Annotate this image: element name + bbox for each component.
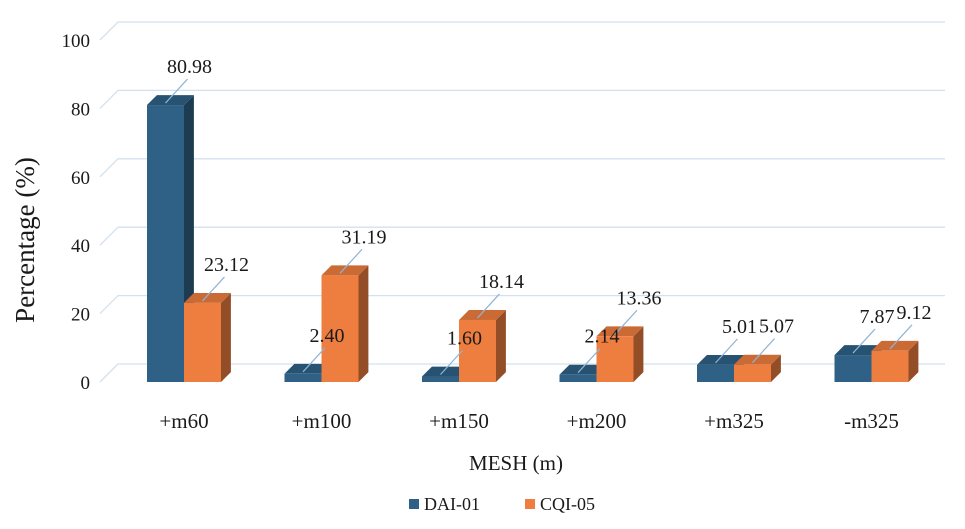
bar-top [734, 354, 781, 365]
y-tick-label: 100 [62, 31, 91, 52]
bar-side [221, 293, 231, 382]
data-label: 80.98 [167, 56, 212, 78]
bar-front [321, 275, 359, 382]
label-leader-line [852, 328, 876, 354]
bar-top [459, 310, 506, 320]
data-label: 2.40 [310, 325, 345, 347]
legend-swatch-cqi-05 [525, 499, 535, 509]
y-tick-label: 80 [71, 99, 90, 120]
data-label: 7.87 [860, 306, 895, 328]
label-leader-line [614, 309, 638, 335]
legend-label-cqi-05: CQI-05 [540, 494, 595, 514]
bar-side [633, 326, 644, 382]
bar-cqi-05-m200 [596, 326, 644, 382]
x-category-label: -m325 [844, 409, 899, 433]
data-label: 9.12 [897, 302, 932, 324]
y-tick-label: 20 [71, 305, 90, 326]
gridline [99, 21, 945, 41]
bar-front [184, 302, 221, 382]
bar-front [596, 336, 634, 382]
label-leader-line [477, 293, 500, 319]
gridlines [99, 21, 945, 383]
bar-side [771, 354, 781, 382]
bar-top [697, 354, 744, 365]
bar-top [284, 363, 332, 374]
data-label: 2.14 [585, 326, 620, 348]
y-tick-label: 60 [71, 168, 90, 189]
label-leader-line [752, 338, 775, 364]
bar-front [559, 374, 597, 382]
bar-top [596, 326, 644, 337]
x-category-label: +m200 [567, 409, 627, 433]
label-leader-line [440, 350, 463, 375]
bar-front [834, 355, 872, 382]
bar-top [871, 340, 919, 351]
bar-side [908, 340, 919, 382]
label-leader-line [202, 276, 225, 302]
label-leader-line [889, 324, 913, 350]
bar-top [147, 95, 194, 106]
y-axis-ticks: 0 20 40 60 80 100 [62, 31, 91, 394]
legend: DAI-01 CQI-05 [409, 494, 595, 514]
bar-front [147, 105, 184, 382]
legend-label-dai-01: DAI-01 [424, 494, 480, 514]
label-leader-line [302, 347, 326, 373]
gridline [99, 89, 945, 109]
bar-cqi-05-m325 [734, 354, 781, 382]
bar-cqi-05-m100 [321, 265, 369, 382]
data-labels: 80.98 23.12 2.40 31.19 1.60 18.14 2.14 13.36 5.0… [167, 56, 932, 349]
bar-top [422, 366, 469, 377]
x-category-label: +m100 [292, 409, 352, 433]
gridline [99, 294, 945, 315]
y-tick-label: 0 [81, 373, 91, 394]
label-leader-line [715, 338, 738, 364]
x-category-label: +m150 [429, 409, 489, 433]
x-category-label: +m325 [704, 409, 764, 433]
data-label: 1.60 [447, 328, 482, 350]
bar-cqi-05-m325 [871, 340, 919, 382]
bars [147, 95, 919, 382]
bar-top [834, 345, 882, 356]
bar-cqi-05-m150 [459, 310, 506, 382]
x-axis-title: MESH (m) [469, 451, 563, 475]
data-label: 23.12 [204, 254, 249, 276]
gridline [99, 158, 945, 178]
gridline [99, 226, 945, 246]
label-leader-line [339, 248, 363, 274]
bar-side [358, 265, 369, 382]
bar-front [422, 376, 459, 382]
bar-front [871, 350, 909, 382]
label-leader-line [165, 78, 188, 104]
legend-swatch-dai-01 [409, 499, 419, 509]
bar-top [559, 364, 607, 375]
bar-top [321, 265, 369, 276]
data-label: 13.36 [617, 287, 662, 309]
bar-top [184, 293, 231, 303]
bar-front [697, 364, 734, 382]
bar-side [496, 310, 506, 382]
bar-front [284, 373, 322, 382]
bar-dai-01-m60 [147, 95, 194, 382]
data-label: 18.14 [479, 271, 524, 293]
label-leaders [165, 78, 913, 375]
label-leader-line [577, 348, 601, 374]
data-label: 5.07 [759, 316, 794, 338]
bar-front [734, 364, 771, 382]
bar-front [459, 319, 496, 382]
gridline [99, 363, 945, 383]
bar-cqi-05-m60 [184, 293, 231, 382]
data-label: 31.19 [342, 226, 387, 248]
y-tick-label: 40 [71, 236, 90, 257]
y-axis-title: Percentage (%) [10, 157, 40, 323]
x-category-label: +m60 [159, 409, 208, 433]
data-label: 5.01 [722, 316, 757, 338]
x-axis-categories: +m60 +m100 +m150 +m200 +m325 -m325 [159, 409, 899, 433]
